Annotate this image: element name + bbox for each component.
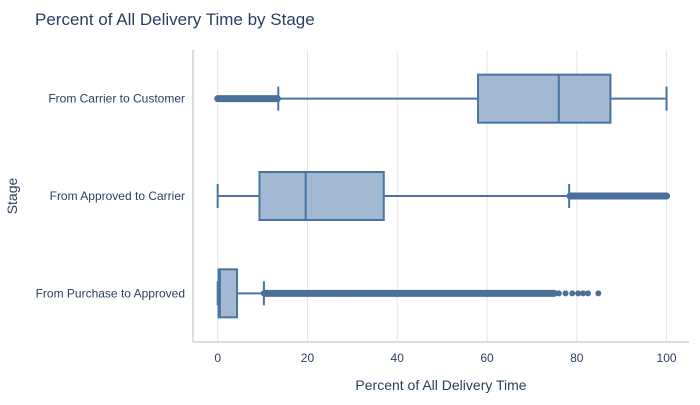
box-iqr [217, 268, 238, 319]
box-iqr [258, 171, 385, 221]
y-axis-title: Stage [4, 177, 20, 214]
chart-title: Percent of All Delivery Time by Stage [35, 10, 315, 29]
box-iqr [477, 73, 612, 124]
x-tick-label: 80 [570, 351, 584, 365]
outlier-point [595, 290, 602, 297]
plot-area [214, 73, 671, 319]
outlier-point [663, 193, 670, 199]
box-group [214, 73, 668, 124]
outlier-point [575, 290, 582, 297]
axes [192, 50, 689, 343]
x-axis-ticks: 0 20 40 60 80 100 [214, 351, 677, 365]
outlier-point [555, 290, 562, 297]
x-tick-label: 20 [301, 351, 315, 365]
y-category-label: From Purchase to Approved [36, 286, 185, 300]
x-tick-label: 0 [214, 351, 221, 365]
y-category-label: From Approved to Carrier [50, 189, 185, 203]
x-tick-label: 60 [480, 351, 494, 365]
outlier-point [550, 290, 557, 297]
x-tick-label: 100 [657, 351, 677, 365]
outlier-point [562, 290, 569, 297]
outlier-point [585, 290, 592, 297]
outlier-point [580, 290, 587, 297]
box-group [216, 268, 602, 319]
x-tick-label: 40 [391, 351, 405, 365]
outlier-point [569, 290, 576, 297]
y-category-label: From Carrier to Customer [48, 92, 185, 106]
x-axis-title: Percent of All Delivery Time [355, 377, 526, 393]
box-group [216, 171, 671, 221]
y-axis-labels: From Carrier to Customer From Approved to… [36, 92, 185, 301]
